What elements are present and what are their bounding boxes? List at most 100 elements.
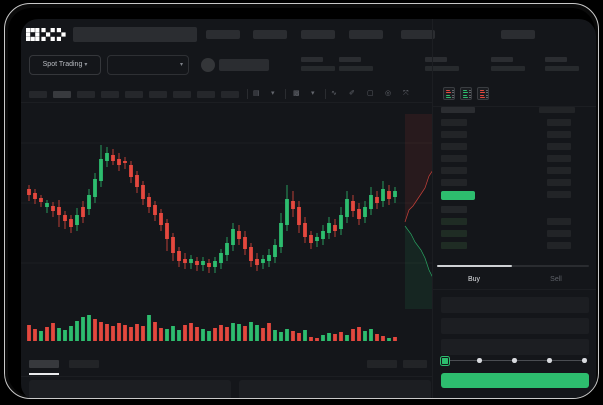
chart-type-icon[interactable]: ▩ [293,90,300,97]
bottom-tab-open-orders[interactable] [29,360,59,368]
orderbook-ask-amount [547,167,571,174]
orderbook-bid-row[interactable] [441,242,467,249]
chevron-down-icon: ▾ [179,62,183,68]
order-amount-field[interactable] [441,318,589,334]
ticker-stat-high [425,57,459,71]
pencil-icon[interactable]: ✐ [349,90,355,97]
market-type-label: Spot Trading [42,61,83,68]
candlestick-chart[interactable] [21,103,432,309]
active-tab-indicator [29,373,59,375]
timeframe-6[interactable] [149,91,167,98]
orderbook-view-switcher [443,87,583,101]
chevron-down-icon-1[interactable]: ▾ [271,90,275,97]
slider-stop-100[interactable] [582,358,587,363]
tab-sell[interactable]: Sell [550,276,562,283]
volume-series [27,315,397,341]
timeframe-1[interactable] [29,91,47,98]
orderbook-last-price-row[interactable] [441,191,475,200]
nav-item-1[interactable] [206,30,240,39]
order-price-field[interactable] [441,297,589,313]
nav-item-4[interactable] [349,30,383,39]
orderbook-ask-amount [547,143,571,150]
laptop-shell: Spot Trading ▾ ▾ [4,3,599,399]
stat-value [425,66,459,71]
trading-side-panel: Buy Sell [432,19,596,398]
orderbook-bid-amount [547,230,571,237]
orders-panel-right [239,380,431,398]
order-total-field[interactable] [441,339,589,355]
orderbook-ask-row[interactable] [441,155,467,162]
app-screen: Spot Trading ▾ ▾ [21,19,596,398]
avatar[interactable] [201,58,215,72]
submit-buy-button[interactable] [441,373,589,388]
fullscreen-icon[interactable]: ⤧ [403,90,409,97]
orderbook-ask-amount [547,131,571,138]
indicators-icon[interactable]: ▤ [253,90,260,97]
timeframe-5[interactable] [125,91,143,98]
orderbook-bid-amount [547,218,571,225]
nav-item-2[interactable] [253,30,287,39]
orderbook-view-bids-icon[interactable] [460,87,472,100]
ticker-stat-volume [545,57,579,71]
slider-stop-25[interactable] [477,358,482,363]
toolbar-divider [285,89,286,99]
stat-value [491,66,525,71]
timeframe-9[interactable] [221,91,239,98]
orderbook-ask-row[interactable] [441,119,467,126]
orders-panel-left [29,380,231,398]
nav-item-3[interactable] [301,30,335,39]
market-type-dropdown[interactable]: Spot Trading ▾ [29,55,101,75]
search-input[interactable] [73,27,197,42]
orderbook-scrollbar[interactable] [437,265,589,267]
stat-label [301,57,323,62]
order-amount-slider[interactable] [441,356,589,365]
timeframe-2[interactable] [53,91,71,98]
slider-stop-50[interactable] [512,358,517,363]
nav-item-6[interactable] [501,30,535,39]
account-name-placeholder [219,59,269,71]
ticker-stat-low [491,57,525,71]
volume-chart[interactable] [21,309,432,355]
orderbook-ask-row[interactable] [441,167,467,174]
tab-buy[interactable]: Buy [467,276,481,283]
candlestick-series [21,142,432,273]
orderbook-view-asks-icon[interactable] [477,87,489,100]
bottom-tab-settings[interactable] [403,360,427,368]
camera-icon[interactable]: ▢ [367,90,374,97]
settings-icon[interactable]: ◎ [385,90,392,97]
orderbook-view-both-icon[interactable] [443,87,455,100]
laptop-bezel: Spot Trading ▾ ▾ [8,8,596,398]
orderbook-ask-row[interactable] [441,131,467,138]
timeframe-3[interactable] [77,91,95,98]
bottom-tab-assets[interactable] [367,360,397,368]
timeframe-8[interactable] [197,91,215,98]
buy-sell-tab-bar: Buy Sell [433,271,596,290]
okx-logo[interactable] [26,28,66,41]
timeframe-4[interactable] [101,91,119,98]
orderbook-bid-row[interactable] [441,230,467,237]
bottom-tab-order-history[interactable] [69,360,99,368]
stat-label [339,57,361,62]
chevron-down-icon-2[interactable]: ▾ [311,90,315,97]
symbol-selector[interactable]: ▾ [107,55,189,75]
orderbook-ask-row[interactable] [441,179,467,186]
orderbook[interactable] [433,106,596,262]
slider-stop-75[interactable] [547,358,552,363]
slider-handle[interactable] [441,357,449,365]
orderbook-ask-row[interactable] [441,143,467,150]
nav-item-5[interactable] [401,30,435,39]
stat-value [545,66,579,71]
ticker-stat-change [339,57,373,71]
chevron-down-icon: ▾ [84,62,88,68]
orderbook-bid-row[interactable] [441,218,467,225]
timeframe-7[interactable] [173,91,191,98]
orderbook-bid-row[interactable] [441,206,467,213]
top-navigation-bar [21,19,596,49]
wave-icon[interactable]: ∿ [331,90,337,97]
ticker-stat-last-price [301,57,335,71]
stat-label [491,57,513,62]
toolbar-divider [247,89,248,99]
depth-series [404,114,432,309]
stat-value [301,66,335,71]
orderbook-header-amount [539,107,575,113]
